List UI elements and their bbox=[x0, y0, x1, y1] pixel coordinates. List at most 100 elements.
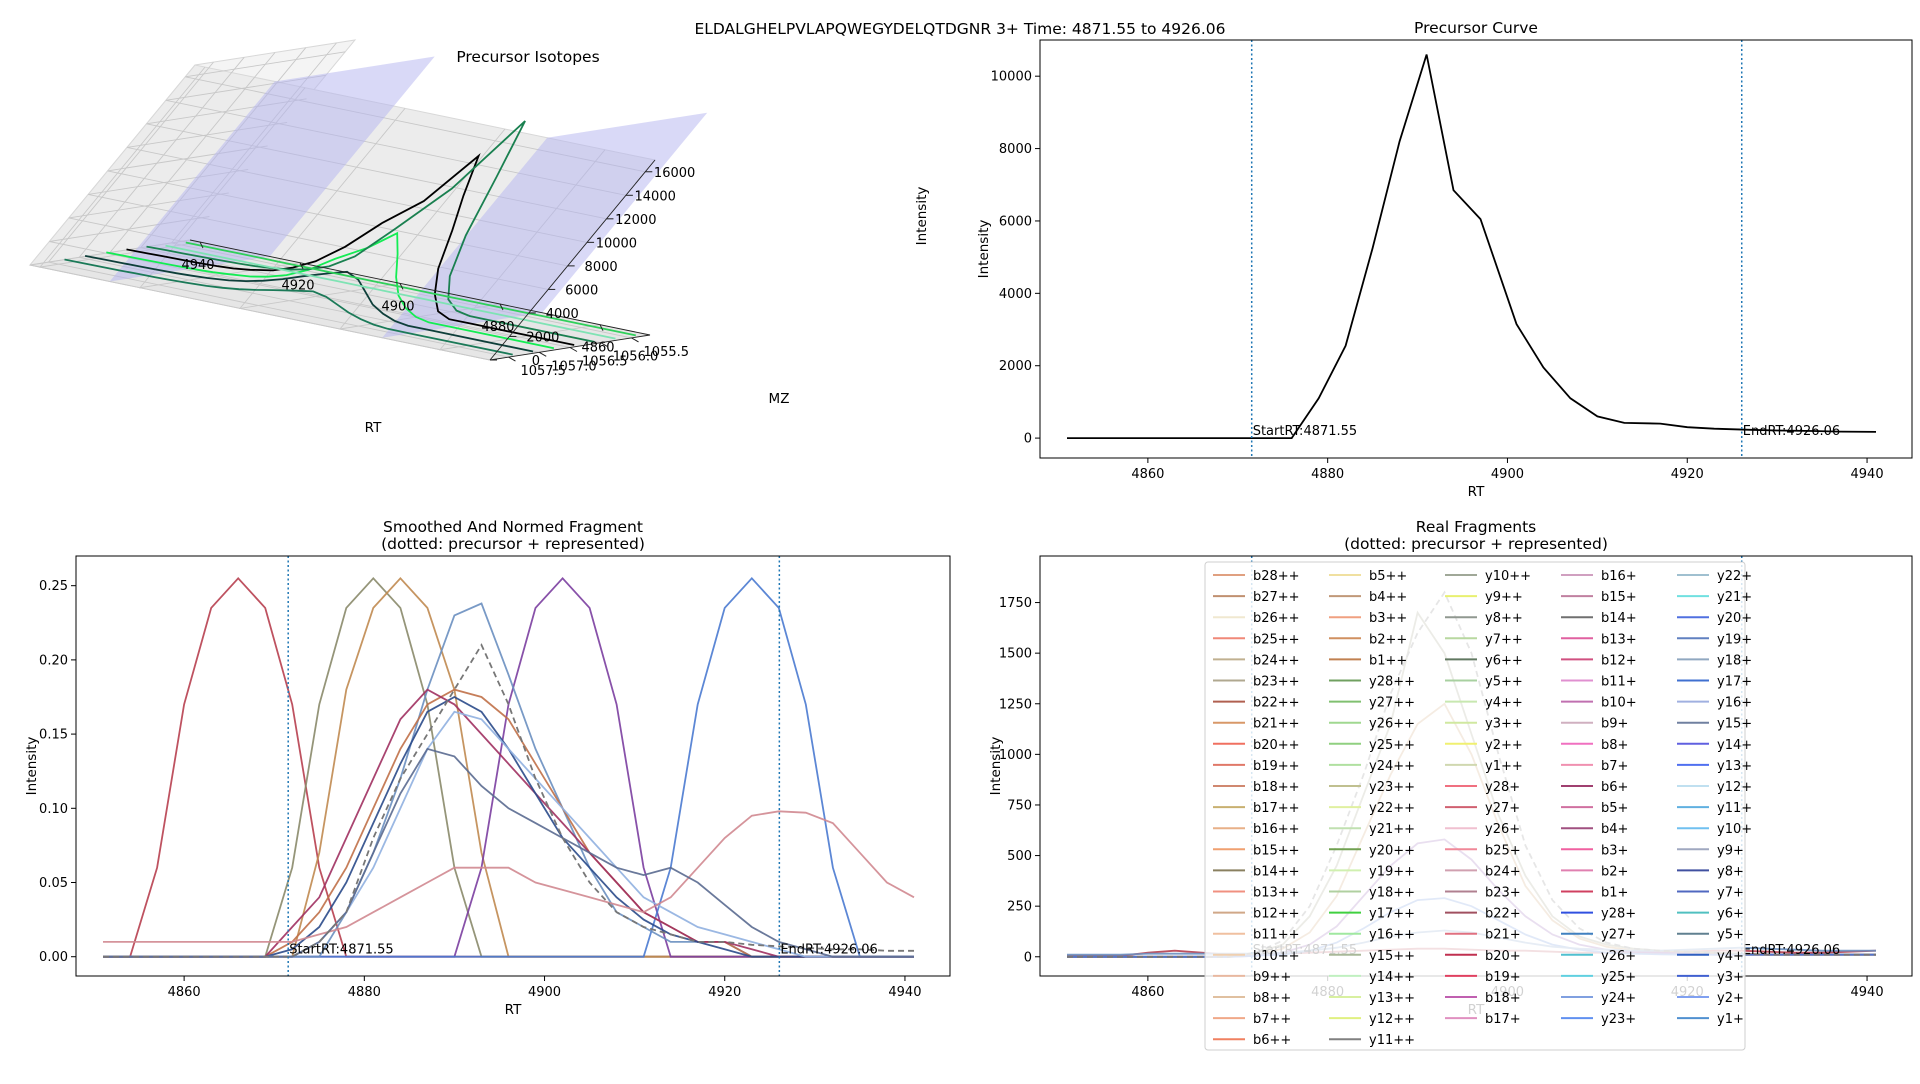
legend-label: b16++ bbox=[1253, 822, 1300, 837]
x-tick-label: 4920 bbox=[708, 985, 741, 1000]
x-axis-label: RT bbox=[505, 1002, 522, 1018]
grid-line bbox=[238, 108, 406, 310]
x-tick-label: 4900 bbox=[381, 299, 414, 314]
legend-label: b6+ bbox=[1601, 780, 1628, 795]
boundary-annotation: StartRT:4871.55 bbox=[1253, 424, 1358, 439]
legend-label: y2+ bbox=[1717, 991, 1744, 1006]
series-line bbox=[103, 710, 914, 958]
grid-line bbox=[88, 168, 549, 290]
legend-label: y9++ bbox=[1485, 590, 1523, 605]
legend-label: y5++ bbox=[1485, 675, 1523, 690]
legend-label: y15++ bbox=[1369, 949, 1415, 964]
axes-frame bbox=[75, 555, 951, 977]
series-line bbox=[103, 576, 914, 958]
legend-label: y1+ bbox=[1717, 1012, 1744, 1027]
boundary-annotation: EndRT:4926.06 bbox=[1743, 424, 1840, 439]
x-tick-label: 4900 bbox=[528, 985, 561, 1000]
x-tick-label: 4860 bbox=[581, 341, 614, 356]
isotope-line bbox=[126, 153, 575, 346]
z-tick-label: 6000 bbox=[565, 283, 598, 298]
legend-label: b26++ bbox=[1253, 611, 1300, 626]
legend-label: y20++ bbox=[1369, 843, 1415, 858]
legend-label: b11++ bbox=[1253, 928, 1300, 943]
y-tick-mark bbox=[569, 347, 578, 352]
legend-label: b8+ bbox=[1601, 738, 1628, 753]
legend-label: y22+ bbox=[1717, 569, 1752, 584]
x-tick-mark bbox=[399, 283, 404, 290]
legend-label: y13++ bbox=[1369, 991, 1415, 1006]
series-line bbox=[103, 688, 914, 958]
y-tick-label: 2000 bbox=[999, 359, 1032, 374]
x-tick-label: 4940 bbox=[888, 985, 921, 1000]
boundary-plane bbox=[109, 56, 435, 282]
legend-label: y14++ bbox=[1369, 970, 1415, 985]
plot-area bbox=[103, 556, 915, 976]
series-line bbox=[103, 688, 914, 958]
series-line bbox=[103, 695, 914, 958]
series-line bbox=[103, 747, 914, 958]
y-tick-label: 0.10 bbox=[39, 802, 68, 817]
y-axis-label: Intensity bbox=[24, 737, 40, 796]
x-tick-mark bbox=[299, 262, 304, 269]
figure-suptitle: ELDALGHELPVLAPQWEGYDELQTDGNR 3+ Time: 48… bbox=[694, 20, 1225, 38]
legend-label: b25++ bbox=[1253, 632, 1300, 647]
x-tick-label: 4920 bbox=[1671, 467, 1704, 482]
legend-label: b4+ bbox=[1601, 822, 1628, 837]
legend-label: b22++ bbox=[1253, 696, 1300, 711]
legend-label: y2++ bbox=[1485, 738, 1523, 753]
y-tick-label: 0 bbox=[1024, 432, 1032, 447]
legend-label: b9+ bbox=[1601, 717, 1628, 732]
y-tick-label: 1057.0 bbox=[551, 359, 597, 374]
x-tick-label: 4880 bbox=[348, 985, 381, 1000]
y-tick-label: 1500 bbox=[999, 647, 1032, 662]
x-tick-label: 4920 bbox=[281, 279, 314, 294]
precursor-isotopes-chart: Precursor Isotopes 4860 4880 4900 4920 4940 10… bbox=[28, 39, 930, 436]
legend-label: y26+ bbox=[1601, 949, 1636, 964]
legend-label: y7+ bbox=[1717, 886, 1744, 901]
z-tick-label: 4000 bbox=[546, 307, 579, 322]
legend-label: y23+ bbox=[1601, 1012, 1636, 1027]
legend-label: y6+ bbox=[1717, 907, 1744, 922]
legend-label: y11+ bbox=[1717, 801, 1752, 816]
legend-label: b11+ bbox=[1601, 675, 1637, 690]
series-line bbox=[103, 576, 914, 958]
legend-label: b13+ bbox=[1601, 632, 1637, 647]
isotope-line bbox=[106, 231, 555, 350]
legend-label: b15+ bbox=[1601, 590, 1637, 605]
chart-title: Precursor Isotopes bbox=[456, 48, 599, 66]
legend-label: y25++ bbox=[1369, 738, 1415, 753]
legend-label: y14+ bbox=[1717, 738, 1752, 753]
legend-label: b4++ bbox=[1369, 590, 1407, 605]
y-tick-label: 6000 bbox=[999, 214, 1032, 229]
legend-label: b1+ bbox=[1601, 886, 1628, 901]
legend-label: b16+ bbox=[1601, 569, 1637, 584]
y-tick-label: 0.15 bbox=[39, 728, 68, 743]
y-tick-mark bbox=[508, 356, 516, 362]
y-tick-label: 500 bbox=[1007, 849, 1032, 864]
legend-label: y7++ bbox=[1485, 632, 1523, 647]
legend-label: y4++ bbox=[1485, 696, 1523, 711]
legend-label: b19+ bbox=[1485, 970, 1521, 985]
x-tick-mark bbox=[499, 303, 504, 311]
legend-label: y15+ bbox=[1717, 717, 1752, 732]
legend-label: b20++ bbox=[1253, 738, 1300, 753]
legend-label: y12+ bbox=[1717, 780, 1752, 795]
legend-label: b13++ bbox=[1253, 886, 1300, 901]
legend-label: b1++ bbox=[1369, 653, 1407, 668]
legend-label: b8++ bbox=[1253, 991, 1291, 1006]
legend-label: b28++ bbox=[1253, 569, 1300, 584]
legend-label: b10++ bbox=[1253, 949, 1300, 964]
legend-label: y8+ bbox=[1717, 864, 1744, 879]
y-tick-mark bbox=[538, 351, 547, 357]
z-tick-label: 12000 bbox=[615, 213, 656, 228]
legend-label: b27++ bbox=[1253, 590, 1300, 605]
legend-label: y16+ bbox=[1717, 696, 1752, 711]
legend-label: y17+ bbox=[1717, 675, 1752, 690]
legend-label: y3++ bbox=[1485, 717, 1523, 732]
z-tick-label: 16000 bbox=[654, 166, 695, 181]
y-tick-label: 1055.5 bbox=[644, 345, 690, 360]
legend-label: b25+ bbox=[1485, 843, 1521, 858]
legend-label: b17+ bbox=[1485, 1012, 1521, 1027]
legend-label: b7+ bbox=[1601, 759, 1628, 774]
